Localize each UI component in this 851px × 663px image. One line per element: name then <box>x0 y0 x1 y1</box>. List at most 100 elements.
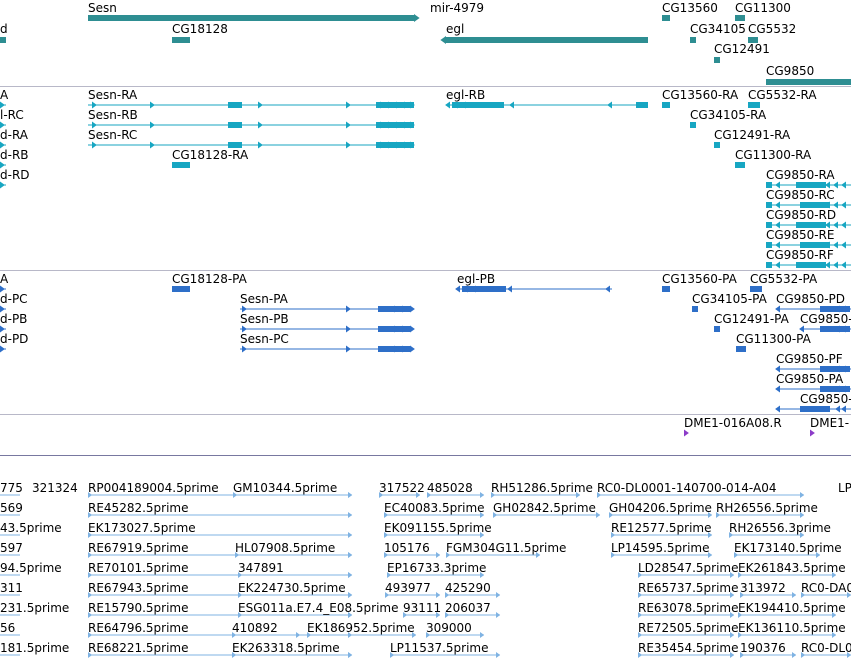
ests-label[interactable]: 317522 <box>379 481 425 495</box>
est-arrow[interactable] <box>88 592 93 598</box>
transcript-exon[interactable] <box>796 182 826 188</box>
est-arrow[interactable] <box>385 592 390 598</box>
ests-label[interactable]: EK194410.5prime <box>738 601 846 615</box>
proteins-label[interactable]: d-PB <box>0 312 28 326</box>
ests-label[interactable]: EK263318.5prime <box>232 641 340 655</box>
transcript-arrow[interactable] <box>833 221 838 229</box>
protein-arrow[interactable] <box>841 325 846 333</box>
ests-label[interactable]: LP <box>838 481 851 495</box>
est-arrow[interactable] <box>436 552 441 558</box>
markers-label[interactable]: DME1-016A08.R <box>684 416 782 430</box>
transcript-arrow[interactable] <box>841 201 846 209</box>
transcript-arrow[interactable] <box>461 101 466 109</box>
protein-arrow[interactable] <box>775 365 780 373</box>
gene-model[interactable] <box>446 37 648 43</box>
transcripts-label[interactable]: CG18128-RA <box>172 148 249 162</box>
proteins-label[interactable]: egl-PB <box>457 272 496 286</box>
est-arrow[interactable] <box>816 552 821 558</box>
ests-label[interactable]: EK173027.5prime <box>88 521 196 535</box>
transcripts-label[interactable]: d-RA <box>0 128 29 142</box>
est-arrow[interactable] <box>238 592 243 598</box>
transcript-arrow[interactable] <box>346 141 351 149</box>
gene-model[interactable] <box>748 37 758 43</box>
protein-exon[interactable] <box>820 306 850 312</box>
ests-label[interactable]: RE45282.5prime <box>88 501 189 515</box>
ests-label[interactable]: RE67919.5prime <box>88 541 189 555</box>
est-arrow[interactable] <box>88 552 93 558</box>
protein-arrow[interactable] <box>775 405 780 413</box>
protein-arrow[interactable] <box>0 345 5 353</box>
transcripts-label[interactable]: CG11300-RA <box>735 148 812 162</box>
est-arrow[interactable] <box>708 512 713 518</box>
transcripts-label[interactable]: Sesn-RC <box>88 128 138 142</box>
est-arrow[interactable] <box>496 612 501 618</box>
transcript-exon[interactable] <box>636 102 648 108</box>
protein-arrow[interactable] <box>507 285 512 293</box>
ests-label[interactable]: HL07908.5prime <box>235 541 336 555</box>
ests-label[interactable]: GH04206.5prime <box>609 501 712 515</box>
transcript-arrow[interactable] <box>388 141 393 149</box>
est-arrow[interactable] <box>480 532 485 538</box>
transcript-exon[interactable] <box>228 122 242 128</box>
ests-label[interactable]: GM10344.5prime <box>233 481 338 495</box>
ests-label[interactable]: EC40083.5prime <box>384 501 485 515</box>
transcript-arrow[interactable] <box>833 261 838 269</box>
est-arrow[interactable] <box>426 632 431 638</box>
est-arrow[interactable] <box>740 652 745 658</box>
protein-arrow[interactable] <box>835 405 840 413</box>
transcript-arrow[interactable] <box>775 241 780 249</box>
transcript-arrow[interactable] <box>833 241 838 249</box>
ests-label[interactable]: ESG011a.E7.4_E08.5prime <box>238 601 399 615</box>
transcript-arrow[interactable] <box>0 141 5 149</box>
est-arrow[interactable] <box>847 592 851 598</box>
est-arrow[interactable] <box>832 632 837 638</box>
transcript-exon[interactable] <box>766 182 772 188</box>
est-arrow[interactable] <box>596 512 601 518</box>
transcript-arrow[interactable] <box>410 121 415 129</box>
proteins-label[interactable]: CG13560-PA <box>662 272 737 286</box>
ests-label[interactable]: FGM304G11.5prime <box>446 541 567 555</box>
proteins-label[interactable]: CG9850-PD <box>776 292 846 306</box>
protein-arrow[interactable] <box>394 345 399 353</box>
est-arrow[interactable] <box>348 492 353 498</box>
est-arrow[interactable] <box>88 492 93 498</box>
proteins-label[interactable]: CG11300-PA <box>736 332 811 346</box>
transcript-exon[interactable] <box>796 222 826 228</box>
transcript-arrow[interactable] <box>346 121 351 129</box>
est-arrow[interactable] <box>436 612 441 618</box>
proteins-label[interactable]: Sesn-PA <box>240 292 288 306</box>
transcripts-label[interactable]: CG12491-RA <box>714 128 791 142</box>
est-arrow[interactable] <box>480 572 485 578</box>
transcripts-label[interactable]: A <box>0 88 9 102</box>
protein-arrow[interactable] <box>346 305 351 313</box>
transcript-arrow[interactable] <box>833 201 838 209</box>
gene-model[interactable] <box>662 15 670 21</box>
ests-label[interactable]: EK224730.5prime <box>238 581 346 595</box>
transcript-arrow[interactable] <box>346 101 351 109</box>
transcripts-label[interactable]: Sesn-RA <box>88 88 138 102</box>
protein-model[interactable] <box>172 286 190 292</box>
transcript-arrow[interactable] <box>775 181 780 189</box>
transcript-exon[interactable] <box>796 262 826 268</box>
ests-label[interactable]: RE12577.5prime <box>611 521 712 535</box>
transcripts-label[interactable]: d-RB <box>0 148 29 162</box>
est-arrow[interactable] <box>480 512 485 518</box>
transcript-arrow[interactable] <box>150 101 155 109</box>
ests-label[interactable]: RP004189004.5prime <box>88 481 219 495</box>
protein-exon[interactable] <box>750 286 762 292</box>
transcript-exon[interactable] <box>172 162 190 168</box>
transcripts-label[interactable]: CG34105-RA <box>690 108 767 122</box>
transcript-arrow[interactable] <box>396 101 401 109</box>
transcript-arrow[interactable] <box>775 201 780 209</box>
protein-arrow[interactable] <box>835 385 840 393</box>
transcript-arrow[interactable] <box>404 141 409 149</box>
protein-exon[interactable] <box>800 406 830 412</box>
transcripts-label[interactable]: CG9850-RA <box>766 168 835 182</box>
est-arrow[interactable] <box>233 492 238 498</box>
proteins-label[interactable]: Sesn-PB <box>240 312 289 326</box>
transcript-arrow[interactable] <box>258 121 263 129</box>
transcripts-label[interactable]: CG9850-RE <box>766 228 835 242</box>
ests-label[interactable]: 94.5prime <box>0 561 62 575</box>
ests-label[interactable]: 311 <box>0 581 23 595</box>
ests-label[interactable]: 321324 <box>32 481 78 495</box>
